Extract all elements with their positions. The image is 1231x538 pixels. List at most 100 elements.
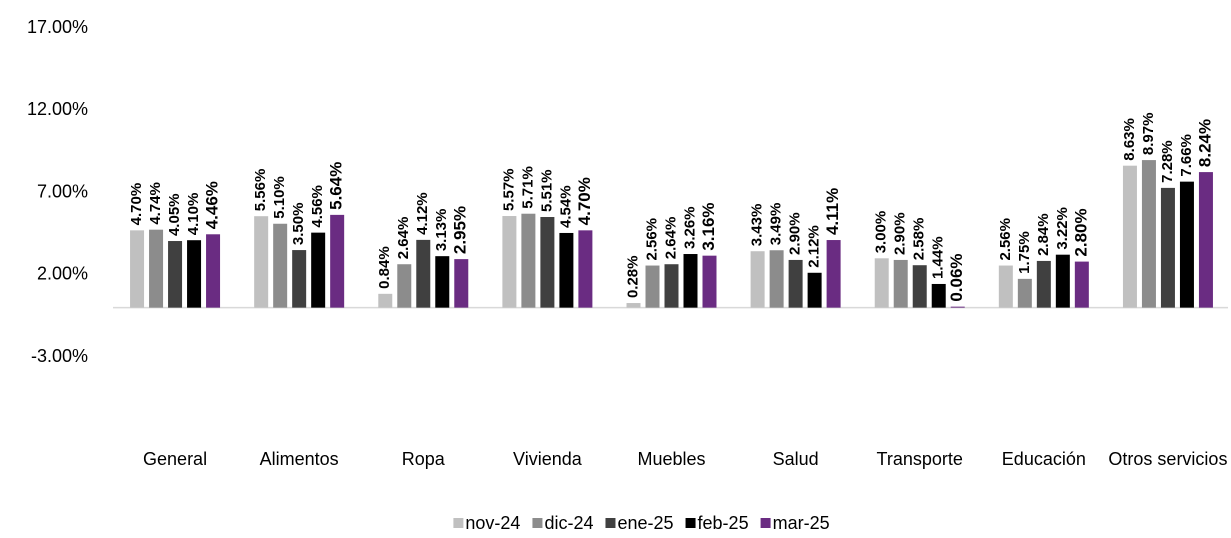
bar	[1122, 165, 1137, 308]
value-label: 2.80%	[1071, 208, 1090, 256]
value-label: 0.84%	[376, 246, 393, 289]
value-label: 3.26%	[681, 206, 698, 249]
bar	[769, 250, 784, 308]
value-label: 3.00%	[873, 211, 890, 254]
value-label: 3.13%	[433, 209, 450, 252]
x-tick-label: Vivienda	[513, 449, 583, 469]
bar	[454, 259, 469, 308]
value-label: 4.74%	[147, 182, 164, 225]
bar	[273, 223, 288, 308]
bar	[1198, 172, 1213, 308]
bar	[254, 216, 269, 308]
value-label: 8.97%	[1140, 113, 1157, 156]
bar	[292, 250, 307, 308]
legend-label: dic-24	[544, 513, 593, 533]
bar	[311, 232, 326, 308]
bar	[702, 255, 717, 308]
bar	[397, 264, 412, 308]
y-tick-label: 12.00%	[27, 99, 88, 119]
x-tick-label: Muebles	[637, 449, 705, 469]
value-label: 7.66%	[1178, 134, 1195, 177]
value-label: 8.63%	[1121, 118, 1138, 161]
legend-label: nov-24	[465, 513, 520, 533]
y-tick-label: -3.00%	[31, 346, 88, 366]
bar	[874, 258, 889, 308]
value-label: 4.11%	[823, 188, 842, 235]
bar	[435, 256, 450, 308]
value-label: 0.28%	[624, 255, 641, 298]
bar	[826, 240, 841, 308]
bar	[502, 216, 517, 308]
y-tick-label: 17.00%	[27, 17, 88, 37]
value-label: 3.50%	[290, 203, 307, 246]
bar	[998, 265, 1013, 308]
bar	[1036, 260, 1051, 308]
bar	[1160, 187, 1175, 308]
value-label: 5.64%	[327, 162, 346, 210]
bar	[521, 213, 536, 308]
value-label: 4.70%	[575, 177, 594, 225]
legend-swatch	[453, 518, 464, 528]
y-tick-label: 7.00%	[37, 181, 88, 201]
bar	[664, 264, 679, 308]
bar	[206, 234, 221, 308]
value-label: 2.90%	[787, 212, 804, 255]
bar	[1141, 160, 1156, 308]
value-label: 8.24%	[1195, 119, 1214, 167]
value-label: 2.56%	[997, 218, 1014, 261]
value-label: 2.95%	[451, 206, 470, 254]
value-label: 1.44%	[930, 236, 947, 279]
legend-label: mar-25	[773, 513, 830, 533]
value-label: 3.49%	[768, 203, 785, 246]
bar	[416, 239, 431, 308]
value-label: 4.70%	[128, 183, 145, 226]
legend-swatch	[605, 518, 616, 528]
bar	[1074, 261, 1089, 308]
x-tick-label: Educación	[1002, 449, 1086, 469]
bar	[330, 214, 345, 308]
legend-swatch	[685, 518, 696, 528]
x-tick-label: Alimentos	[260, 449, 339, 469]
bar	[540, 217, 555, 308]
value-label: 5.56%	[252, 169, 269, 212]
legend: nov-24 dic-24 ene-25 feb-25 mar-25	[453, 513, 830, 533]
bar	[578, 230, 593, 308]
x-tick-label: Ropa	[402, 449, 446, 469]
legend-label: ene-25	[617, 513, 673, 533]
value-label: 1.75%	[1016, 231, 1033, 274]
value-label: 2.12%	[806, 225, 823, 268]
legend-label: feb-25	[698, 513, 749, 533]
legend-swatch	[760, 518, 771, 528]
value-label: 3.22%	[1054, 207, 1071, 250]
value-label: 4.54%	[557, 185, 574, 228]
value-label: 0.06%	[947, 253, 966, 301]
bar	[950, 306, 965, 308]
value-label: 3.43%	[749, 204, 766, 247]
value-label: 4.46%	[203, 181, 222, 229]
bar	[893, 259, 908, 308]
bar	[1055, 254, 1070, 308]
value-label: 3.16%	[699, 202, 718, 250]
bar	[912, 265, 927, 308]
bar	[807, 272, 822, 308]
value-label: 5.51%	[538, 169, 555, 212]
bar	[130, 230, 145, 308]
value-label: 5.71%	[519, 166, 536, 209]
bar	[187, 240, 202, 308]
bar	[559, 232, 574, 308]
bar	[683, 254, 698, 308]
bar	[626, 303, 641, 308]
x-tick-label: Salud	[773, 449, 819, 469]
bar	[168, 241, 183, 308]
value-label: 2.64%	[662, 217, 679, 260]
bar	[1179, 181, 1194, 308]
x-tick-label: Transporte	[877, 449, 963, 469]
bar	[788, 259, 803, 308]
value-label: 2.64%	[395, 217, 412, 260]
bar	[1017, 278, 1032, 308]
value-label: 4.56%	[309, 185, 326, 228]
bar	[931, 283, 946, 308]
value-label: 4.12%	[414, 192, 431, 235]
value-label: 2.84%	[1035, 213, 1052, 256]
